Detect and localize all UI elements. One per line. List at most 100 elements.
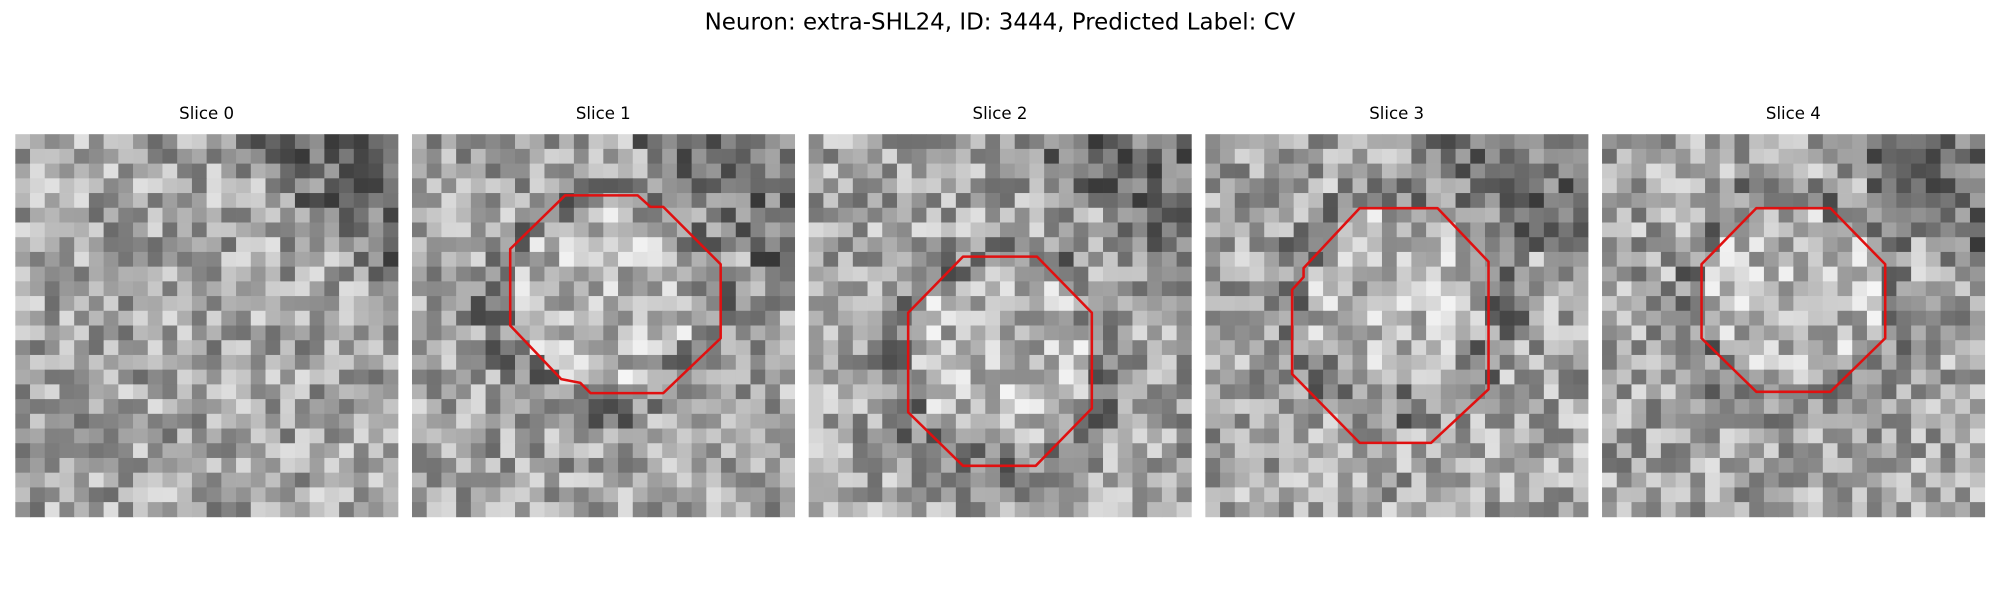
- pixel: [456, 296, 472, 312]
- pixel: [368, 266, 384, 282]
- pixel: [1264, 296, 1280, 312]
- pixel: [1793, 134, 1809, 150]
- pixel: [426, 134, 442, 150]
- pixel: [368, 237, 384, 253]
- pixel: [1044, 193, 1060, 209]
- pixel: [632, 428, 648, 444]
- pixel: [1881, 340, 1897, 356]
- pixel: [1543, 251, 1559, 268]
- pixel: [1529, 163, 1545, 179]
- pixel: [411, 178, 428, 194]
- pixel: [324, 354, 340, 371]
- pixel: [896, 399, 913, 415]
- pixel: [515, 457, 531, 474]
- pixel: [15, 178, 31, 194]
- pixel: [1352, 487, 1368, 503]
- pixel: [177, 281, 193, 297]
- pixel: [941, 266, 957, 282]
- pixel: [250, 384, 266, 400]
- pixel: [30, 340, 46, 356]
- pixel: [838, 281, 854, 297]
- pixel: [1529, 428, 1545, 444]
- pixel: [676, 340, 693, 356]
- pixel: [191, 178, 208, 194]
- pixel: [265, 487, 281, 503]
- pixel: [1573, 325, 1589, 341]
- pixel: [1955, 340, 1971, 356]
- pixel: [411, 502, 428, 518]
- pixel: [280, 369, 296, 385]
- pixel: [133, 134, 149, 150]
- pixel: [1734, 502, 1750, 518]
- pixel: [896, 354, 913, 371]
- pixel: [1234, 237, 1250, 253]
- pixel: [559, 457, 575, 474]
- pixel: [485, 310, 501, 326]
- pixel: [383, 148, 399, 165]
- pixel: [1808, 148, 1824, 165]
- pixel: [1470, 251, 1486, 268]
- pixel: [1881, 134, 1897, 150]
- pixel: [911, 457, 927, 474]
- pixel: [441, 354, 457, 371]
- pixel: [765, 222, 781, 238]
- pixel: [1675, 134, 1691, 150]
- pixel: [309, 310, 325, 326]
- pixel: [941, 237, 957, 253]
- pixel: [103, 399, 119, 415]
- pixel: [1029, 472, 1045, 488]
- pixel: [1940, 134, 1956, 150]
- pixel: [1367, 296, 1383, 312]
- pixel: [618, 251, 634, 268]
- pixel: [1969, 340, 1986, 356]
- slice-image: [808, 134, 1192, 518]
- pixel: [1278, 178, 1295, 194]
- pixel: [691, 237, 707, 253]
- pixel: [1705, 134, 1721, 150]
- pixel: [1660, 472, 1677, 488]
- pixel: [1499, 369, 1515, 385]
- pixel: [1940, 296, 1956, 312]
- pixel: [1411, 178, 1427, 194]
- pixel: [353, 148, 369, 165]
- pixel: [1719, 251, 1735, 268]
- pixel: [1117, 178, 1133, 194]
- pixel: [618, 193, 634, 209]
- pixel: [250, 457, 266, 474]
- pixel: [1029, 399, 1045, 415]
- pixel: [191, 354, 208, 371]
- pixel: [1220, 399, 1236, 415]
- pixel: [1793, 340, 1809, 356]
- pixel: [1837, 237, 1853, 253]
- pixel: [838, 413, 854, 429]
- pixel: [926, 207, 942, 223]
- pixel: [1308, 354, 1324, 371]
- pixel: [206, 354, 222, 371]
- pixel: [1749, 251, 1765, 268]
- pixel: [1881, 354, 1897, 371]
- pixel: [1147, 310, 1163, 326]
- pixel: [206, 296, 222, 312]
- pixel: [1793, 487, 1809, 503]
- pixel: [676, 443, 693, 459]
- pixel: [1352, 310, 1368, 326]
- pixel: [1161, 207, 1177, 223]
- pixel: [162, 266, 178, 282]
- pixel: [1499, 472, 1515, 488]
- pixel: [1117, 163, 1133, 179]
- pixel: [1411, 384, 1427, 400]
- pixel: [691, 340, 707, 356]
- pixel: [324, 193, 340, 209]
- pixel: [1514, 193, 1530, 209]
- pixel: [470, 340, 486, 356]
- pixel: [1470, 222, 1486, 238]
- pixel: [1852, 487, 1868, 503]
- pixel: [1484, 193, 1501, 209]
- pixel: [1323, 178, 1339, 194]
- pixel: [103, 266, 119, 282]
- pixel: [662, 148, 678, 165]
- pixel: [1147, 472, 1163, 488]
- pixel: [236, 237, 252, 253]
- pixel: [1337, 325, 1353, 341]
